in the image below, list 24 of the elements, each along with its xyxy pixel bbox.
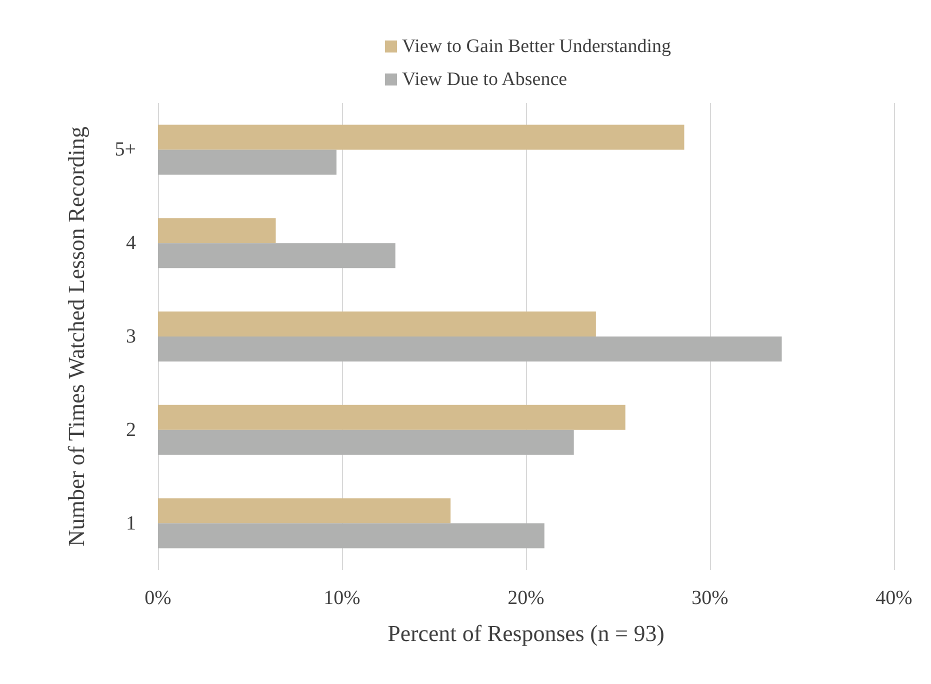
- bar: [158, 523, 544, 548]
- legend-label: View to Gain Better Understanding: [402, 36, 672, 57]
- x-tick-label: 40%: [876, 587, 912, 609]
- x-tick-label: 10%: [324, 587, 360, 609]
- x-tick-label: 0%: [144, 587, 172, 609]
- bar: [158, 150, 336, 175]
- x-axis-title: Percent of Responses (n = 93): [388, 621, 664, 646]
- bar: [158, 124, 684, 150]
- bar: [158, 312, 596, 336]
- y-axis-title: Number of Times Watched Lesson Recording: [64, 126, 89, 546]
- y-tick-label: 5+: [114, 138, 136, 161]
- bar: [158, 243, 396, 268]
- bar: [158, 218, 276, 244]
- y-tick-label: 1: [126, 512, 136, 534]
- legend-label: View Due to Absence: [402, 69, 568, 90]
- bar: [158, 430, 574, 455]
- x-tick-label: 20%: [508, 587, 544, 609]
- x-tick-label: 30%: [692, 587, 728, 609]
- bar: [158, 336, 782, 362]
- y-tick-label: 2: [126, 418, 136, 441]
- bar: [158, 498, 451, 524]
- y-tick-label: 3: [126, 326, 136, 348]
- bar: [158, 404, 626, 430]
- y-tick-label: 4: [126, 232, 136, 254]
